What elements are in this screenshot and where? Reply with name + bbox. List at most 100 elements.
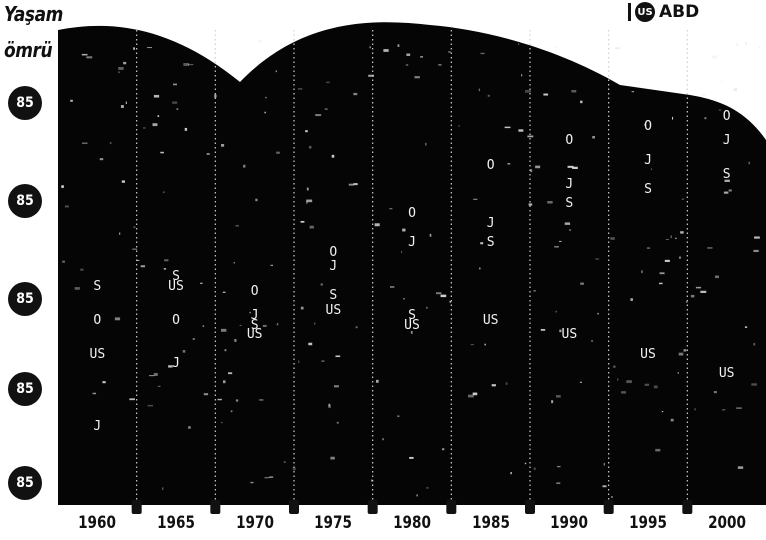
texture-speck xyxy=(163,268,167,270)
texture-speck xyxy=(368,74,375,77)
texture-speck xyxy=(611,495,613,498)
texture-speck xyxy=(152,123,158,127)
texture-speck xyxy=(753,343,756,346)
point-label-j: J xyxy=(329,259,338,275)
y-badge-2: 85 xyxy=(8,184,42,218)
texture-speck xyxy=(723,191,729,194)
texture-speck xyxy=(559,240,562,242)
texture-speck xyxy=(220,422,223,424)
y-title-line-1: Yaşam xyxy=(4,2,63,26)
texture-speck xyxy=(62,260,65,263)
texture-speck xyxy=(81,53,88,56)
texture-speck xyxy=(220,143,225,147)
texture-speck xyxy=(176,108,179,110)
texture-speck xyxy=(306,199,313,203)
x-tick-label: 2000 xyxy=(707,513,746,533)
texture-speck xyxy=(420,56,424,58)
texture-speck xyxy=(659,282,663,285)
texture-speck xyxy=(572,166,578,170)
texture-speck xyxy=(402,228,406,232)
texture-speck xyxy=(425,142,427,146)
texture-speck xyxy=(751,383,757,386)
texture-speck xyxy=(297,88,303,90)
texture-speck xyxy=(478,267,481,270)
axis-tick xyxy=(367,500,378,514)
texture-speck xyxy=(375,379,379,383)
texture-speck xyxy=(650,168,652,171)
texture-speck xyxy=(335,355,341,358)
texture-speck xyxy=(440,294,447,298)
texture-speck xyxy=(306,187,309,191)
texture-speck xyxy=(258,40,262,43)
texture-speck xyxy=(643,123,646,127)
texture-speck xyxy=(567,165,574,168)
texture-speck xyxy=(175,40,180,42)
texture-speck xyxy=(369,46,371,49)
texture-speck xyxy=(707,246,713,249)
texture-speck xyxy=(491,384,496,387)
texture-speck xyxy=(530,169,533,173)
texture-speck xyxy=(661,411,664,413)
texture-speck xyxy=(535,165,541,169)
texture-speck xyxy=(183,63,190,66)
point-label-s: S xyxy=(722,167,731,183)
y-badge-5: 85 xyxy=(8,466,42,500)
texture-speck xyxy=(713,391,717,394)
texture-speck xyxy=(564,222,571,225)
texture-speck xyxy=(234,338,237,342)
texture-speck xyxy=(602,485,607,488)
texture-speck xyxy=(315,114,322,117)
texture-speck xyxy=(269,476,274,478)
texture-speck xyxy=(672,116,674,120)
texture-speck xyxy=(125,101,127,105)
texture-speck xyxy=(675,237,677,239)
texture-speck xyxy=(613,365,616,368)
texture-speck xyxy=(626,380,632,384)
texture-speck xyxy=(121,180,125,183)
texture-speck xyxy=(389,286,395,288)
texture-speck xyxy=(160,151,164,154)
x-tick-label: 1985 xyxy=(471,513,510,533)
texture-speck xyxy=(644,383,650,386)
texture-speck xyxy=(554,245,559,248)
texture-speck xyxy=(733,88,738,92)
texture-speck xyxy=(592,136,595,139)
texture-speck xyxy=(86,56,93,59)
texture-speck xyxy=(449,300,452,303)
texture-speck xyxy=(92,392,97,395)
point-label-j: J xyxy=(250,307,259,323)
point-label-s: S xyxy=(329,288,338,304)
texture-speck xyxy=(157,115,160,118)
texture-speck xyxy=(681,198,685,200)
texture-speck xyxy=(265,96,267,99)
texture-speck xyxy=(202,325,205,327)
point-label-o: O xyxy=(329,244,338,260)
texture-speck xyxy=(715,275,719,279)
texture-speck xyxy=(172,101,178,104)
texture-speck xyxy=(333,385,339,388)
texture-speck xyxy=(470,344,474,346)
texture-speck xyxy=(140,265,146,268)
texture-speck xyxy=(410,331,413,334)
texture-speck xyxy=(239,324,242,327)
texture-speck xyxy=(543,93,549,96)
texture-speck xyxy=(409,456,414,459)
point-label-j: J xyxy=(565,176,574,192)
texture-speck xyxy=(276,323,279,326)
texture-speck xyxy=(487,94,490,97)
texture-speck xyxy=(685,301,688,303)
texture-speck xyxy=(569,229,572,231)
texture-speck xyxy=(184,127,188,131)
texture-speck xyxy=(188,426,191,429)
point-label-j: J xyxy=(486,215,495,231)
point-label-o: O xyxy=(408,206,416,221)
texture-speck xyxy=(735,43,740,46)
texture-speck xyxy=(720,81,723,83)
texture-speck xyxy=(547,201,553,204)
texture-speck xyxy=(80,268,84,271)
texture-speck xyxy=(81,142,88,144)
texture-speck xyxy=(157,385,161,387)
texture-speck xyxy=(403,297,405,300)
point-label-s: S xyxy=(93,278,102,294)
texture-speck xyxy=(724,179,730,182)
